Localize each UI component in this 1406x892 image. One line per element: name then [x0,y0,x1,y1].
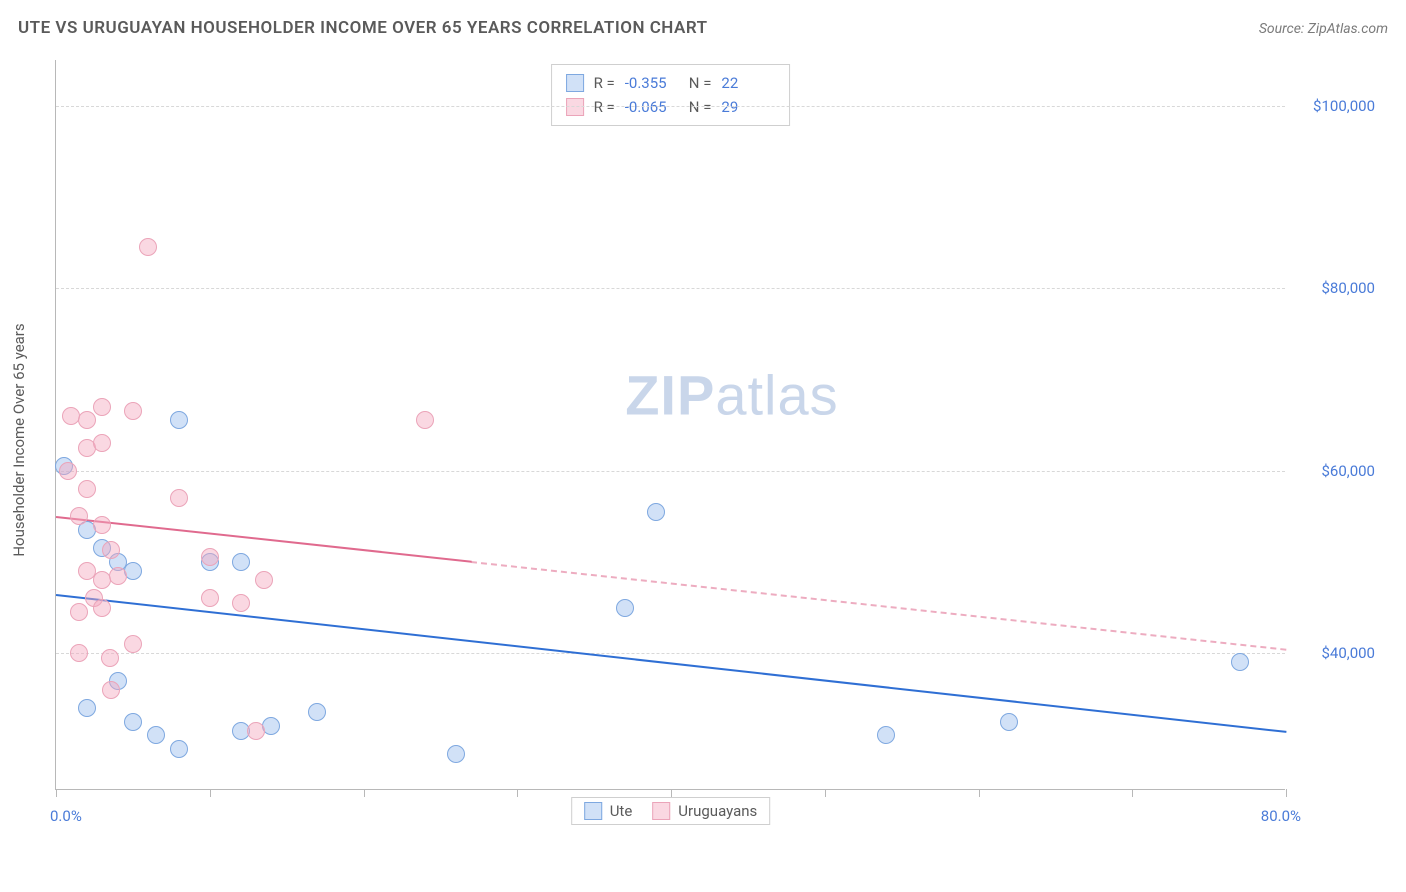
point-ute [308,703,326,721]
gridline-h [56,471,1285,472]
point-ute [232,553,250,571]
trend-line-ute [56,594,1286,733]
stat-n-value: 22 [721,71,775,95]
point-uruguayans [59,462,77,480]
point-uruguayans [109,567,127,585]
x-tick [671,789,672,797]
watermark: ZIPatlas [625,363,838,428]
point-ute [647,503,665,521]
legend-label: Uruguayans [678,802,757,820]
point-uruguayans [101,649,119,667]
point-ute [124,562,142,580]
point-ute [170,411,188,429]
swatch-uruguayans [566,98,584,116]
point-uruguayans [78,411,96,429]
point-uruguayans [124,635,142,653]
point-uruguayans [201,548,219,566]
point-uruguayans [247,722,265,740]
chart-area: Householder Income Over 65 years ZIPatla… [55,60,1375,820]
x-tick [979,789,980,797]
point-uruguayans [93,398,111,416]
legend-label: Ute [610,802,633,820]
x-tick [517,789,518,797]
point-ute [78,699,96,717]
point-ute [1231,653,1249,671]
point-uruguayans [201,589,219,607]
point-ute [1000,713,1018,731]
swatch-ute [584,802,602,820]
point-uruguayans [70,507,88,525]
gridline-h [56,653,1285,654]
x-tick [56,789,57,797]
x-tick [825,789,826,797]
legend-item-ute: Ute [584,802,633,820]
x-min-label: 0.0% [50,807,82,825]
x-tick [210,789,211,797]
chart-title: UTE VS URUGUAYAN HOUSEHOLDER INCOME OVER… [18,18,708,38]
plot-region: ZIPatlas R =-0.355N =22R =-0.065N =29 0.… [55,60,1285,790]
point-uruguayans [78,480,96,498]
point-ute [124,713,142,731]
stat-r-label: R = [594,95,615,119]
stat-r-value: -0.355 [625,71,679,95]
point-ute [877,726,895,744]
point-uruguayans [255,571,273,589]
y-tick-label: $60,000 [1295,462,1375,480]
stat-r-value: -0.065 [625,95,679,119]
point-ute [147,726,165,744]
point-uruguayans [93,434,111,452]
point-uruguayans [170,489,188,507]
stat-n-label: N = [689,95,712,119]
x-tick [364,789,365,797]
stat-n-value: 29 [721,95,775,119]
y-tick-label: $80,000 [1295,279,1375,297]
source-label: Source: ZipAtlas.com [1259,21,1388,37]
swatch-ute [566,74,584,92]
x-tick [1286,789,1287,797]
point-uruguayans [70,603,88,621]
gridline-h [56,106,1285,107]
x-max-label: 80.0% [1261,807,1301,825]
point-ute [447,745,465,763]
stats-row-uruguayans: R = -0.065 N = 29 [566,95,776,119]
point-uruguayans [102,681,120,699]
y-tick-label: $100,000 [1295,97,1375,115]
y-axis-label: Householder Income Over 65 years [10,323,28,556]
swatch-uruguayans [652,802,670,820]
y-tick-label: $40,000 [1295,644,1375,662]
point-uruguayans [124,402,142,420]
series-legend: Ute Uruguayans [571,797,771,825]
point-ute [170,740,188,758]
point-ute [262,717,280,735]
point-uruguayans [93,599,111,617]
stats-legend: R = -0.355 N = 22 R = -0.065 N = 29 [551,64,791,126]
point-uruguayans [416,411,434,429]
legend-item-uruguayans: Uruguayans [652,802,757,820]
stat-n-label: N = [689,71,712,95]
stat-r-label: R = [594,71,615,95]
trend-line-uruguayans [471,561,1286,651]
point-uruguayans [102,541,120,559]
point-ute [616,599,634,617]
stats-row-ute: R = -0.355 N = 22 [566,71,776,95]
gridline-h [56,288,1285,289]
point-uruguayans [139,238,157,256]
point-uruguayans [232,594,250,612]
x-tick [1132,789,1133,797]
point-uruguayans [70,644,88,662]
point-uruguayans [93,516,111,534]
